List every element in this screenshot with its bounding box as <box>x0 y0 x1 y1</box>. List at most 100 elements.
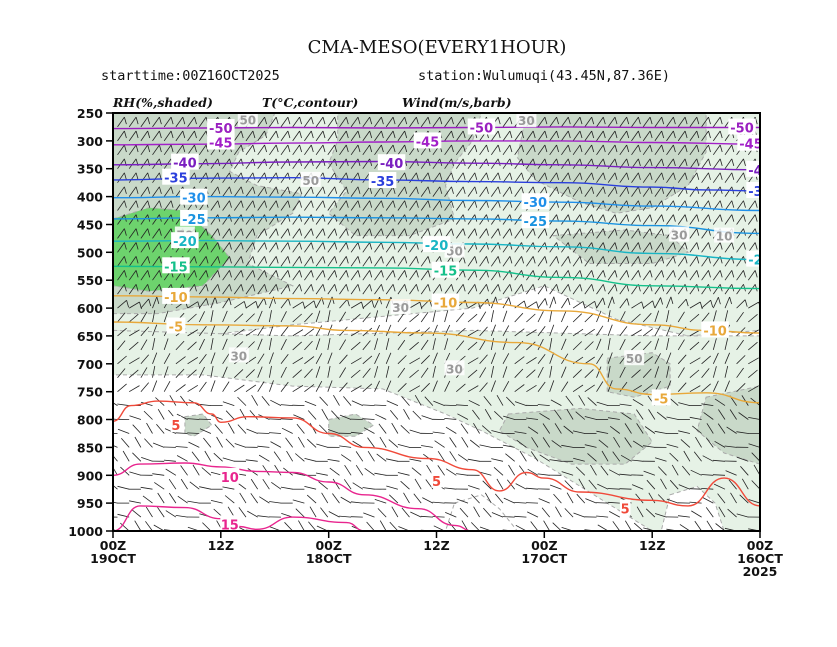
wind-barb <box>727 508 737 518</box>
wind-barb <box>759 265 760 267</box>
wind-barb <box>701 256 711 267</box>
wind-barb <box>280 418 293 420</box>
wind-barb <box>117 299 129 309</box>
wind-barb <box>385 352 392 364</box>
wind-barb <box>596 297 606 309</box>
wind-barb <box>397 327 407 337</box>
wind-barb <box>724 172 735 183</box>
contour-label: -40 <box>380 157 404 172</box>
wind-barb <box>409 369 419 379</box>
wind-barb <box>397 172 408 183</box>
wind-barb <box>214 424 223 434</box>
wind-barb <box>315 284 326 295</box>
wind-barb <box>526 313 536 323</box>
wind-barb <box>526 329 537 337</box>
wind-barb <box>233 144 244 156</box>
contour-label: -45 <box>739 138 763 153</box>
wind-barb <box>642 256 653 267</box>
wind-barb <box>304 186 314 197</box>
wind-barb <box>666 242 676 253</box>
wind-barb <box>189 481 200 490</box>
wind-barb <box>712 270 723 281</box>
wind-barb <box>503 497 515 504</box>
wind-barb <box>257 256 267 267</box>
wind-barb <box>561 444 574 448</box>
wind-barb <box>284 522 293 531</box>
wind-barb <box>397 200 408 211</box>
wind-barb <box>748 417 760 420</box>
wind-barb <box>759 307 760 309</box>
wind-barb <box>379 520 387 531</box>
wind-barb <box>140 339 148 351</box>
wind-barb <box>163 186 174 197</box>
wind-barb <box>666 116 676 128</box>
wind-barb <box>385 310 390 323</box>
wind-barb <box>607 186 618 197</box>
wind-barb <box>128 341 139 351</box>
wind-barb <box>327 310 331 323</box>
wind-barb <box>374 144 384 156</box>
wind-barb <box>607 256 618 267</box>
wind-barb <box>526 130 536 142</box>
x-tick-label: 18OCT <box>306 551 352 566</box>
rh-region <box>551 229 690 264</box>
wind-barb <box>156 424 165 434</box>
wind-barb <box>537 311 544 323</box>
wind-barb <box>502 242 513 253</box>
contour-label-bg <box>701 321 729 338</box>
wind-barb <box>233 242 244 253</box>
contour-label-bg <box>746 160 760 177</box>
wind-barb <box>689 385 701 393</box>
wind-barb <box>257 445 270 448</box>
wind-barb <box>117 368 126 378</box>
wind-barb <box>432 324 438 337</box>
wind-barb <box>434 440 445 448</box>
wind-barb <box>420 186 431 197</box>
wind-barb <box>635 493 644 504</box>
contour-label: -5 <box>654 392 668 407</box>
wind-barb <box>245 459 258 462</box>
contour-label-bg <box>171 153 199 170</box>
wind-barb <box>262 478 270 490</box>
wind-barb <box>292 242 302 253</box>
wind-barb <box>350 284 361 295</box>
wind-barb <box>689 284 700 295</box>
temperature-contour <box>113 400 760 507</box>
wind-barb <box>245 284 256 295</box>
contour-label: -50 <box>730 122 754 137</box>
wind-barb <box>526 172 536 183</box>
wind-barb <box>554 409 562 420</box>
wind-barb <box>467 369 478 379</box>
wind-barb <box>432 380 438 392</box>
wind-barb <box>117 228 127 239</box>
wind-barb <box>701 488 714 490</box>
wind-barb <box>274 464 282 476</box>
wind-barb <box>304 270 314 281</box>
wind-barb <box>494 411 504 420</box>
wind-barb <box>315 214 326 225</box>
rh-region <box>113 207 231 292</box>
wind-barb <box>362 340 371 351</box>
wind-barb <box>412 410 422 420</box>
wind-barb <box>306 494 317 504</box>
wind-barb <box>319 424 329 434</box>
wind-barb <box>691 510 702 518</box>
wind-barb <box>152 296 160 309</box>
x-tick-label: 12Z <box>208 538 234 553</box>
wind-barb <box>128 357 140 365</box>
wind-barb <box>198 242 209 253</box>
wind-barb <box>490 130 501 142</box>
wind-barb <box>364 467 375 476</box>
wind-barb <box>537 144 548 156</box>
wind-barb <box>362 368 371 378</box>
wind-barb <box>257 284 267 295</box>
wind-barb <box>269 116 279 128</box>
wind-barb <box>736 367 744 378</box>
wind-barb <box>280 311 287 323</box>
wind-barb <box>514 144 524 156</box>
wind-barb <box>152 442 165 448</box>
wind-barb <box>327 380 333 392</box>
wind-barb <box>712 214 723 225</box>
wind-barb <box>422 497 434 504</box>
wind-barb <box>257 515 270 518</box>
